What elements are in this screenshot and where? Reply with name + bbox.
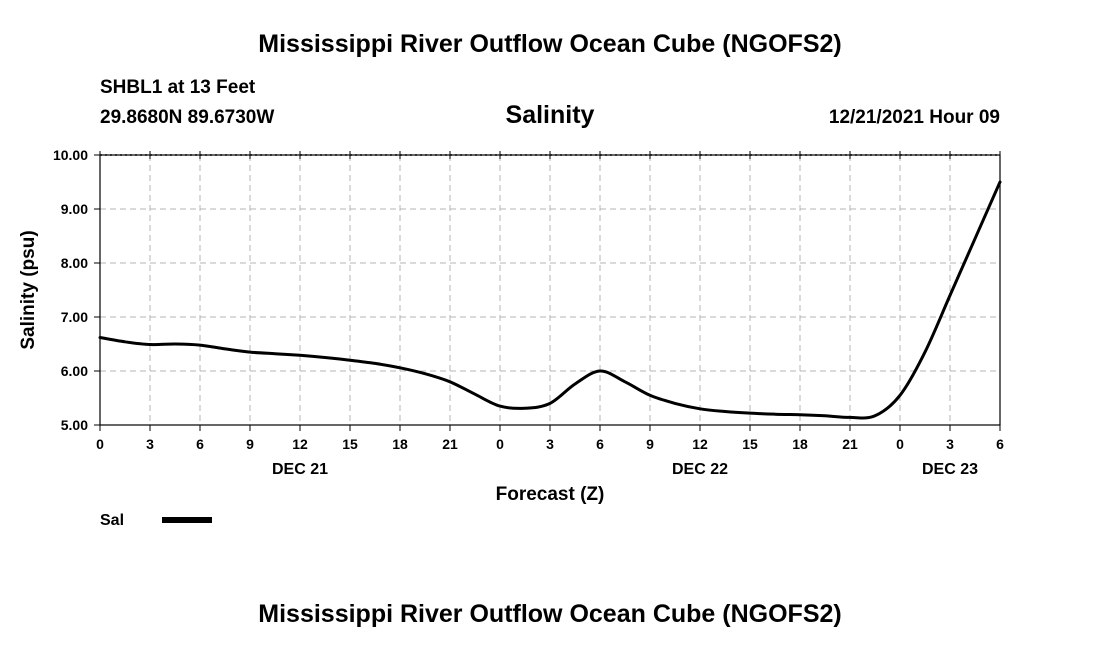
y-axis: 5.00 6.00 7.00 8.00 9.00 10.00: [53, 147, 100, 433]
x-tick-label: 12: [292, 436, 308, 452]
x-tick-label: 21: [442, 436, 458, 452]
x-tick-label: 3: [146, 436, 154, 452]
y-axis-label: Salinity (psu): [18, 230, 39, 349]
y-tick-label: 10.00: [53, 147, 88, 163]
x-tick-label: 18: [392, 436, 408, 452]
series-line-sal: [98, 180, 1002, 420]
chart-grid: [100, 154, 1000, 425]
x-tick-label: 9: [246, 436, 254, 452]
x-tick-label: 0: [896, 436, 904, 452]
x-tick-label: 18: [792, 436, 808, 452]
x-tick-label: 12: [692, 436, 708, 452]
date-labels: DEC 21 DEC 22 DEC 23: [272, 461, 978, 478]
footer-title: Mississippi River Outflow Ocean Cube (NG…: [258, 600, 842, 628]
x-tick-label: 6: [996, 436, 1004, 452]
x-tick-label: 9: [646, 436, 654, 452]
x-tick-label: 0: [496, 436, 504, 452]
date-axis-label: DEC 21: [272, 461, 328, 478]
date-axis-label: DEC 23: [922, 461, 978, 478]
x-axis: 0 3 6 9 12 15 18 21 0 3 6 9 12 15 18 21 0 3 6: [96, 151, 1004, 452]
x-tick-label: 21: [842, 436, 858, 452]
x-tick-label: 15: [742, 436, 758, 452]
x-axis-label: Forecast (Z): [496, 484, 605, 505]
station-label: SHBL1 at 13 Feet: [100, 77, 256, 98]
x-tick-label: 0: [96, 436, 104, 452]
y-tick-label: 7.00: [61, 309, 88, 325]
station-coordinates: 29.8680N 89.6730W: [100, 107, 275, 128]
y-tick-label: 9.00: [61, 201, 88, 217]
chart-title: Salinity: [505, 101, 595, 129]
date-label: 12/21/2021 Hour 09: [828, 107, 1000, 128]
x-tick-label: 6: [596, 436, 604, 452]
date-axis-label: DEC 22: [672, 461, 728, 478]
y-tick-label: 6.00: [61, 363, 88, 379]
x-tick-label: 15: [342, 436, 358, 452]
page-title: Mississippi River Outflow Ocean Cube (NG…: [258, 30, 842, 58]
x-tick-label: 6: [196, 436, 204, 452]
legend-label: Sal: [100, 512, 124, 529]
y-tick-label: 5.00: [61, 417, 88, 433]
x-tick-label: 3: [946, 436, 954, 452]
y-tick-label: 8.00: [61, 255, 88, 271]
x-tick-label: 3: [546, 436, 554, 452]
